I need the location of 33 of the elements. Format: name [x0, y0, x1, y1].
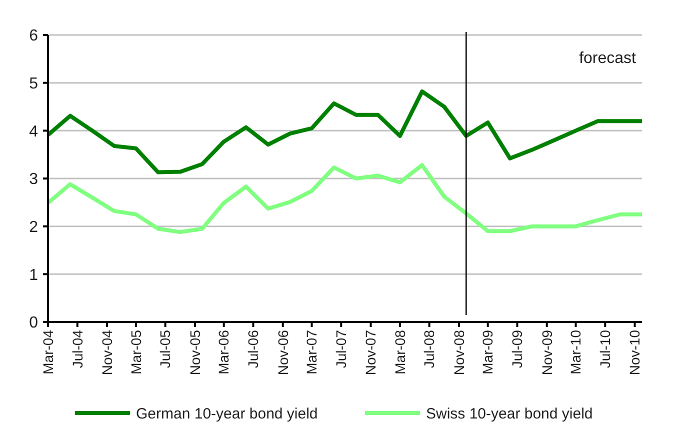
x-tick-label: Jul-05 — [157, 330, 174, 368]
x-tick-label: Nov-09 — [538, 330, 555, 376]
annotation: forecast — [579, 50, 637, 67]
legend-label: German 10-year bond yield — [136, 405, 318, 422]
x-tick-label: Mar-10 — [568, 330, 584, 374]
x-tick-label: Mar-05 — [128, 330, 144, 374]
x-tick-label: Jul-06 — [245, 330, 262, 368]
x-tick-label: Mar-08 — [392, 330, 408, 374]
x-tick-label: Nov-05 — [186, 330, 203, 376]
x-tick-label: Jul-07 — [333, 330, 350, 368]
y-tick-label: 2 — [29, 218, 38, 236]
x-tick-label: Jul-10 — [597, 330, 614, 368]
y-tick-label: 0 — [29, 314, 38, 332]
x-tick-label: Jul-04 — [69, 330, 86, 368]
x-tick-label: Mar-04 — [40, 330, 56, 374]
x-tick-label: Mar-06 — [216, 330, 232, 374]
x-tick-label: Jul-08 — [421, 330, 438, 368]
y-tick-label: 5 — [29, 75, 38, 92]
y-tick-label: 6 — [29, 28, 38, 45]
x-tick-label: Mar-07 — [304, 330, 320, 374]
y-tick-label: 1 — [29, 266, 38, 284]
x-tick-label: Jul-09 — [509, 330, 526, 368]
x-tick-label: Mar-09 — [480, 330, 496, 374]
x-tick-label: Nov-06 — [274, 330, 291, 376]
x-tick-label: Nov-04 — [98, 330, 115, 376]
legend-label: Swiss 10-year bond yield — [426, 405, 593, 422]
x-tick-label: Nov-10 — [626, 330, 643, 376]
x-tick-label: Nov-07 — [362, 330, 379, 376]
line-series — [46, 89, 644, 174]
line-series — [46, 163, 644, 234]
x-tick-label: Nov-08 — [450, 330, 467, 376]
y-tick-label: 3 — [29, 171, 38, 188]
y-tick-label: 4 — [29, 123, 38, 140]
